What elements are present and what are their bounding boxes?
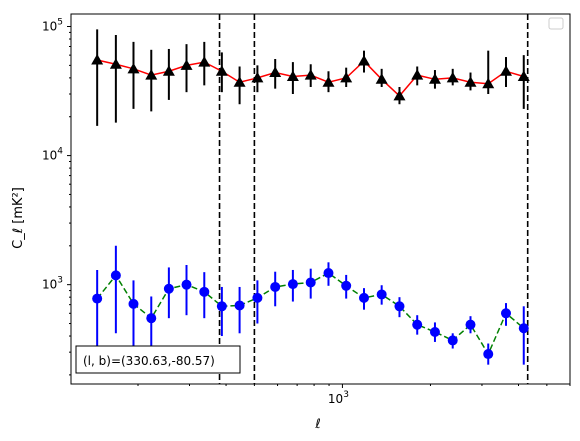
series-0-point	[304, 69, 317, 80]
series-1-point	[181, 279, 192, 290]
series-layer	[91, 29, 530, 365]
series-1-point	[128, 298, 139, 309]
series-1-point	[447, 335, 458, 346]
series-0-point	[428, 73, 441, 84]
series-0-point	[446, 71, 459, 83]
series-0-point	[269, 66, 282, 78]
series-0-point	[322, 76, 335, 87]
series-1-point	[518, 323, 529, 334]
series-0-point	[393, 89, 406, 101]
series-1-point	[270, 281, 281, 292]
series-1-point	[252, 292, 263, 303]
series-1-point	[163, 283, 174, 294]
axes-layer: 105 104 103 103	[42, 18, 571, 406]
series-1-point	[500, 308, 511, 319]
plot-frame	[70, 13, 571, 385]
series-0-point	[91, 54, 104, 65]
series-0-point	[517, 70, 530, 81]
series-1-point	[376, 289, 387, 300]
series-0-point	[198, 56, 211, 67]
series-1-point	[305, 277, 316, 288]
series-1-point	[341, 280, 352, 291]
series-0-point	[215, 65, 228, 76]
series-0-point	[411, 69, 424, 80]
series-1-point	[465, 319, 476, 330]
x-tick-label: 103	[328, 390, 349, 406]
legend-box	[548, 17, 564, 30]
series-0-point	[499, 65, 512, 76]
series-0-point	[357, 55, 370, 66]
series-0-point	[375, 73, 388, 84]
series-0-point	[180, 59, 193, 70]
series-1-point	[216, 301, 227, 312]
series-1-point	[323, 268, 334, 279]
annotation-box: (l, b)=(330.63,-80.57)	[75, 345, 241, 374]
series-0-point	[286, 70, 299, 81]
series-1-point	[110, 270, 121, 281]
y-axis-label: C_ℓ [mK²]	[11, 187, 26, 249]
series-1-point	[146, 313, 157, 324]
series-0-point	[145, 69, 158, 80]
x-axis-label: ℓ	[314, 417, 320, 432]
series-1-point	[199, 286, 210, 297]
series-1-point	[429, 326, 440, 337]
y-tick-label: 104	[42, 147, 63, 163]
series-1-point	[358, 292, 369, 303]
series-1-point	[412, 319, 423, 330]
y-tick-label: 103	[42, 276, 63, 292]
series-0-point	[340, 71, 353, 83]
series-1-point	[394, 301, 405, 312]
vertical-lines	[218, 14, 529, 384]
annotation-text: (l, b)=(330.63,-80.57)	[83, 354, 215, 368]
series-1-point	[483, 349, 494, 360]
series-0-point	[127, 62, 140, 74]
plot-area	[71, 14, 570, 384]
series-0-point	[482, 77, 495, 89]
series-0-point	[162, 65, 175, 76]
y-tick-label: 105	[42, 18, 63, 34]
series-0-point	[464, 76, 477, 87]
series-1-point	[92, 293, 103, 304]
series-1-point	[287, 279, 298, 290]
series-1-point	[234, 300, 245, 311]
series-0-point	[251, 71, 264, 83]
series-0-point	[233, 76, 246, 87]
series-0-point	[109, 58, 122, 69]
